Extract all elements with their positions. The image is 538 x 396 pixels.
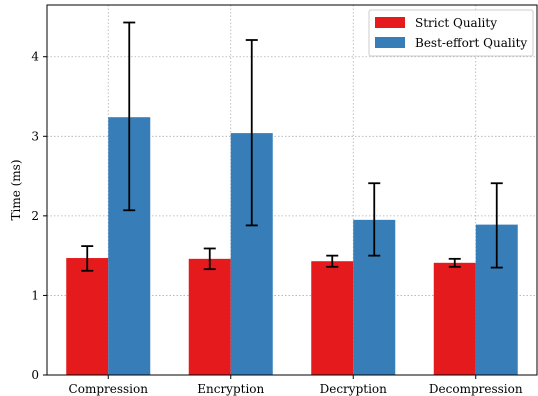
x-axis-ticks: Compression Encryption Decryption Decompres… — [69, 375, 523, 396]
bars — [66, 117, 518, 376]
y-axis-label: Time (ms) — [9, 159, 23, 220]
x-tick-label: Encryption — [197, 382, 264, 396]
y-tick-label: 1 — [31, 288, 39, 302]
legend-swatch — [375, 17, 405, 28]
bar-strict — [311, 261, 354, 375]
x-tick-label: Decompression — [429, 382, 523, 396]
y-tick-label: 4 — [31, 50, 39, 64]
error-bars — [81, 21, 503, 272]
bar-strict — [188, 258, 231, 375]
y-axis-ticks: 0 1 2 3 4 — [31, 50, 47, 382]
plot-frame — [46, 4, 538, 376]
x-tick-label: Compression — [69, 382, 149, 396]
y-tick-label: 3 — [31, 129, 39, 143]
legend-label: Best-effort Quality — [415, 36, 527, 50]
y-tick-label: 0 — [31, 368, 39, 382]
legend: Strict Quality Best-effort Quality — [368, 9, 534, 57]
x-tick-label: Decryption — [320, 382, 388, 396]
y-tick-label: 2 — [31, 209, 39, 223]
bar-strict — [66, 258, 109, 375]
bar-strict — [433, 262, 476, 375]
legend-swatch — [375, 37, 405, 48]
legend-label: Strict Quality — [415, 16, 497, 30]
legend-box — [368, 9, 534, 57]
